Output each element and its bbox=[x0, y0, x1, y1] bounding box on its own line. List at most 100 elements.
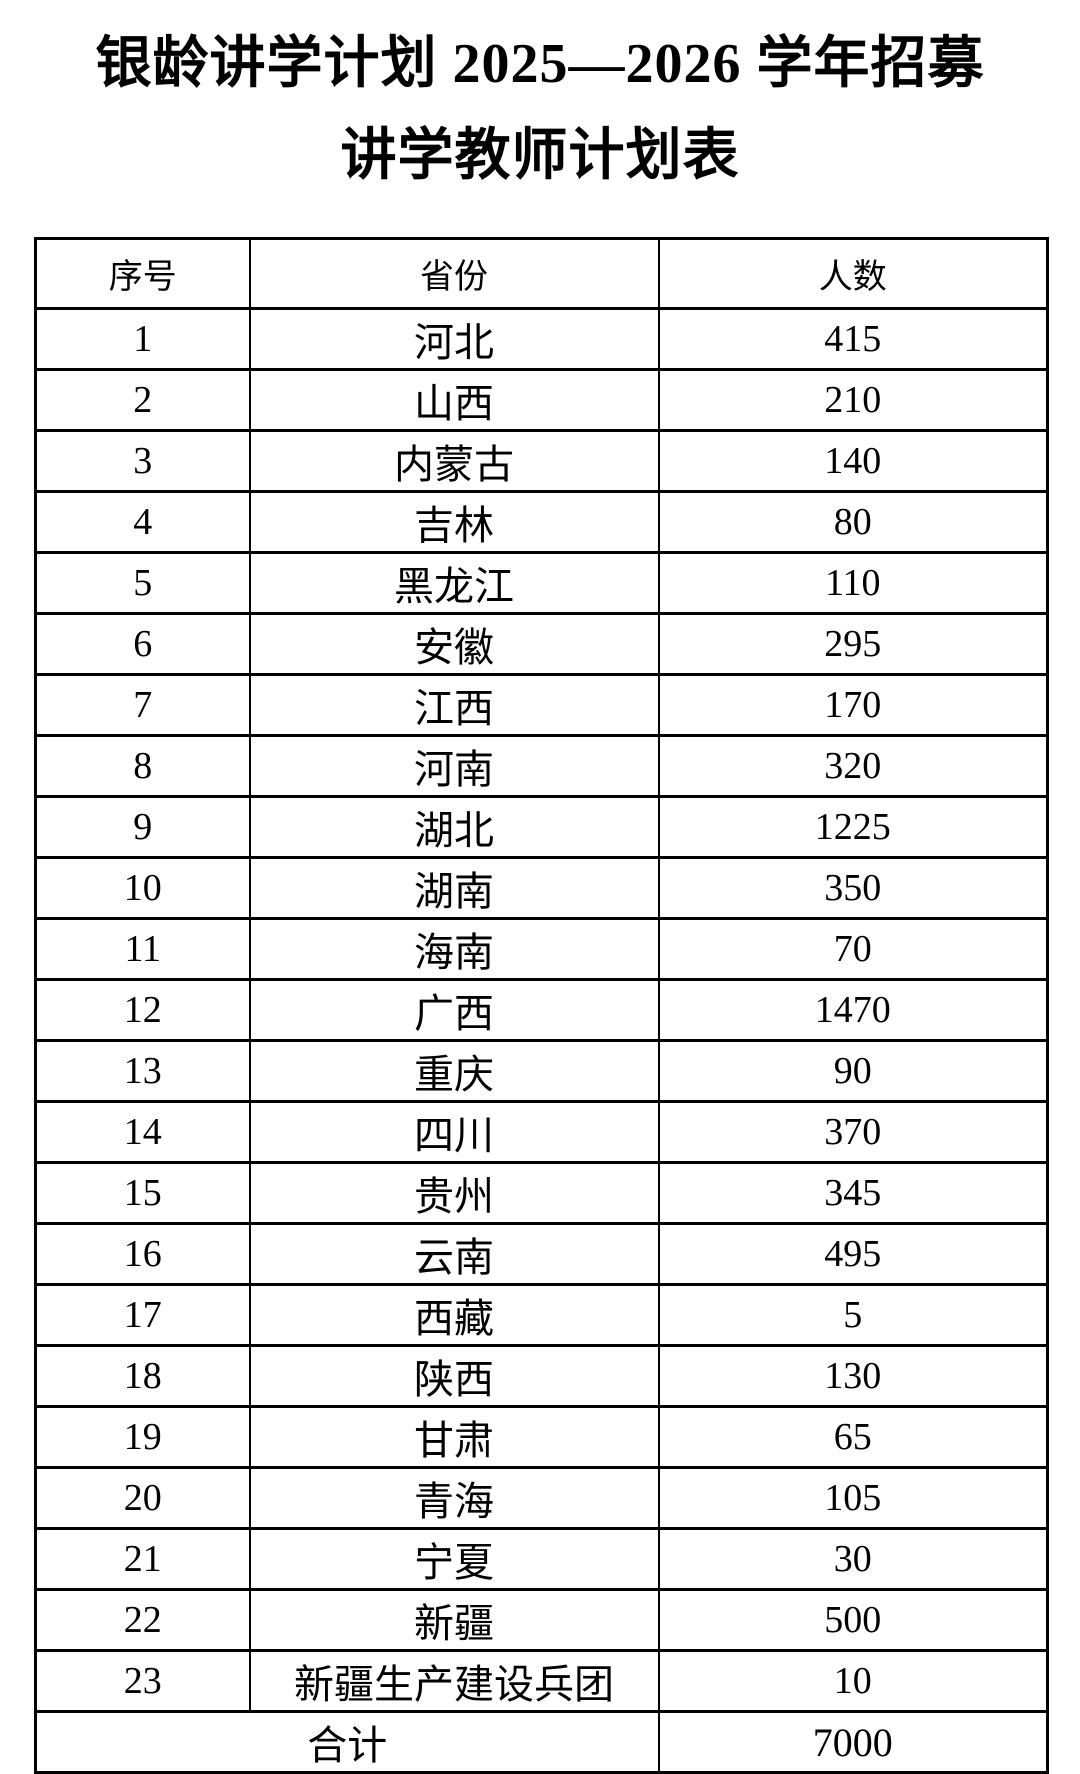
row-count-cell: 65 bbox=[657, 1405, 1049, 1469]
row-number-cell: 14 bbox=[34, 1100, 251, 1164]
row-count-cell: 140 bbox=[657, 429, 1049, 493]
table-row: 19 甘肃 65 bbox=[34, 1405, 1049, 1469]
row-count-cell: 80 bbox=[657, 490, 1049, 554]
row-province-cell: 广西 bbox=[248, 978, 660, 1042]
row-count-cell: 1225 bbox=[657, 795, 1049, 859]
row-province-cell: 河北 bbox=[248, 307, 660, 371]
row-number-cell: 19 bbox=[34, 1405, 251, 1469]
document-page: 银龄讲学计划 2025—2026 学年招募 讲学教师计划表 序号 省份 人数 1… bbox=[0, 18, 1080, 1774]
row-count-cell: 345 bbox=[657, 1161, 1049, 1225]
total-count-cell: 7000 bbox=[657, 1710, 1049, 1774]
row-province-cell: 新疆 bbox=[248, 1588, 660, 1652]
row-count-cell: 70 bbox=[657, 917, 1049, 981]
table-row: 20 青海 105 bbox=[34, 1466, 1049, 1530]
row-province-cell: 四川 bbox=[248, 1100, 660, 1164]
row-number-cell: 2 bbox=[34, 368, 251, 432]
row-count-cell: 170 bbox=[657, 673, 1049, 737]
row-province-cell: 江西 bbox=[248, 673, 660, 737]
table-row: 4 吉林 80 bbox=[34, 490, 1049, 554]
table-row: 18 陕西 130 bbox=[34, 1344, 1049, 1408]
row-count-cell: 415 bbox=[657, 307, 1049, 371]
table-row: 23 新疆生产建设兵团 10 bbox=[34, 1649, 1049, 1713]
row-number-cell: 21 bbox=[34, 1527, 251, 1591]
row-province-cell: 安徽 bbox=[248, 612, 660, 676]
row-number-cell: 5 bbox=[34, 551, 251, 615]
table-body: 1 河北 415 2 山西 210 3 内蒙古 140 4 吉林 80 5 黑龙… bbox=[34, 307, 1049, 1713]
row-number-cell: 13 bbox=[34, 1039, 251, 1103]
row-number-cell: 8 bbox=[34, 734, 251, 798]
row-count-cell: 1470 bbox=[657, 978, 1049, 1042]
table-row: 13 重庆 90 bbox=[34, 1039, 1049, 1103]
row-province-cell: 海南 bbox=[248, 917, 660, 981]
row-number-cell: 22 bbox=[34, 1588, 251, 1652]
table-row: 11 海南 70 bbox=[34, 917, 1049, 981]
table-row: 3 内蒙古 140 bbox=[34, 429, 1049, 493]
row-number-cell: 12 bbox=[34, 978, 251, 1042]
row-province-cell: 山西 bbox=[248, 368, 660, 432]
row-province-cell: 陕西 bbox=[248, 1344, 660, 1408]
row-count-cell: 295 bbox=[657, 612, 1049, 676]
row-count-cell: 350 bbox=[657, 856, 1049, 920]
row-province-cell: 甘肃 bbox=[248, 1405, 660, 1469]
row-province-cell: 新疆生产建设兵团 bbox=[248, 1649, 660, 1713]
row-number-cell: 6 bbox=[34, 612, 251, 676]
table-row: 6 安徽 295 bbox=[34, 612, 1049, 676]
row-province-cell: 湖南 bbox=[248, 856, 660, 920]
row-number-cell: 15 bbox=[34, 1161, 251, 1225]
row-number-cell: 11 bbox=[34, 917, 251, 981]
row-count-cell: 105 bbox=[657, 1466, 1049, 1530]
table-row: 9 湖北 1225 bbox=[34, 795, 1049, 859]
row-count-cell: 495 bbox=[657, 1222, 1049, 1286]
row-province-cell: 湖北 bbox=[248, 795, 660, 859]
header-cell-count: 人数 bbox=[657, 237, 1049, 310]
table-header-row: 序号 省份 人数 bbox=[34, 237, 1049, 310]
row-province-cell: 吉林 bbox=[248, 490, 660, 554]
table-row: 21 宁夏 30 bbox=[34, 1527, 1049, 1591]
row-number-cell: 20 bbox=[34, 1466, 251, 1530]
row-number-cell: 7 bbox=[34, 673, 251, 737]
row-province-cell: 黑龙江 bbox=[248, 551, 660, 615]
row-number-cell: 10 bbox=[34, 856, 251, 920]
table-row: 16 云南 495 bbox=[34, 1222, 1049, 1286]
row-count-cell: 210 bbox=[657, 368, 1049, 432]
table-row: 17 西藏 5 bbox=[34, 1283, 1049, 1347]
row-count-cell: 5 bbox=[657, 1283, 1049, 1347]
total-label-cell: 合计 bbox=[34, 1710, 660, 1774]
row-number-cell: 4 bbox=[34, 490, 251, 554]
row-province-cell: 云南 bbox=[248, 1222, 660, 1286]
table-row: 10 湖南 350 bbox=[34, 856, 1049, 920]
row-count-cell: 30 bbox=[657, 1527, 1049, 1591]
row-number-cell: 16 bbox=[34, 1222, 251, 1286]
header-cell-no: 序号 bbox=[34, 237, 251, 310]
table-row: 8 河南 320 bbox=[34, 734, 1049, 798]
row-province-cell: 青海 bbox=[248, 1466, 660, 1530]
row-count-cell: 500 bbox=[657, 1588, 1049, 1652]
title-line-2: 讲学教师计划表 bbox=[340, 125, 740, 187]
row-count-cell: 110 bbox=[657, 551, 1049, 615]
table-row: 2 山西 210 bbox=[34, 368, 1049, 432]
row-province-cell: 贵州 bbox=[248, 1161, 660, 1225]
row-count-cell: 90 bbox=[657, 1039, 1049, 1103]
row-number-cell: 18 bbox=[34, 1344, 251, 1408]
row-province-cell: 河南 bbox=[248, 734, 660, 798]
recruitment-plan-table: 序号 省份 人数 1 河北 415 2 山西 210 3 内蒙古 140 4 吉… bbox=[34, 237, 1049, 1774]
row-count-cell: 370 bbox=[657, 1100, 1049, 1164]
row-province-cell: 西藏 bbox=[248, 1283, 660, 1347]
row-number-cell: 23 bbox=[34, 1649, 251, 1713]
row-province-cell: 重庆 bbox=[248, 1039, 660, 1103]
table-row: 15 贵州 345 bbox=[34, 1161, 1049, 1225]
table-row: 14 四川 370 bbox=[34, 1100, 1049, 1164]
table-row: 22 新疆 500 bbox=[34, 1588, 1049, 1652]
row-province-cell: 宁夏 bbox=[248, 1527, 660, 1591]
row-number-cell: 17 bbox=[34, 1283, 251, 1347]
row-count-cell: 320 bbox=[657, 734, 1049, 798]
row-number-cell: 9 bbox=[34, 795, 251, 859]
table-row: 1 河北 415 bbox=[34, 307, 1049, 371]
title-line-1: 银龄讲学计划 2025—2026 学年招募 bbox=[95, 33, 985, 95]
row-count-cell: 130 bbox=[657, 1344, 1049, 1408]
table-row: 5 黑龙江 110 bbox=[34, 551, 1049, 615]
row-number-cell: 1 bbox=[34, 307, 251, 371]
row-province-cell: 内蒙古 bbox=[248, 429, 660, 493]
row-number-cell: 3 bbox=[34, 429, 251, 493]
total-row: 合计 7000 bbox=[34, 1710, 1049, 1774]
